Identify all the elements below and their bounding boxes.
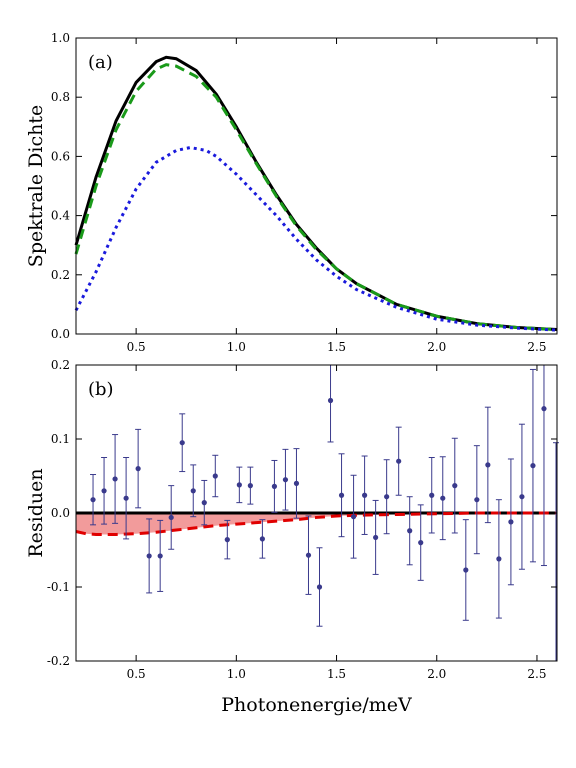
panel-a-y-tick-label: 1.0 <box>51 31 70 45</box>
panel-a-y-tick-label: 0.2 <box>51 268 70 282</box>
data-point <box>541 406 547 412</box>
data-point <box>362 492 368 498</box>
panel-b-x-tick-label: 1.0 <box>227 667 246 681</box>
data-point <box>373 534 379 541</box>
data-point <box>485 462 491 468</box>
data-point <box>474 497 480 503</box>
panel-a-y-tick-label: 0.0 <box>51 327 70 341</box>
data-point <box>384 494 390 500</box>
panel-b-y-tick-label: 0.0 <box>51 506 70 520</box>
data-point <box>418 540 424 546</box>
panel-b-y-tick-label: -0.2 <box>47 654 70 668</box>
panel-b-x-tick-label: 1.5 <box>327 667 346 681</box>
panel-b-frame <box>75 364 558 662</box>
data-point <box>247 483 253 489</box>
data-point <box>396 458 402 464</box>
panel-a-y-tick-label: 0.8 <box>51 90 70 104</box>
panel-a-series-2-line <box>74 63 558 332</box>
data-point <box>224 537 230 543</box>
data-point <box>316 584 323 590</box>
data-point <box>350 514 357 520</box>
data-point <box>271 483 278 489</box>
panel-b-y-tick-label: -0.1 <box>47 580 70 594</box>
data-point <box>112 476 118 482</box>
panel-a-x-tick-label: 0.5 <box>127 340 146 354</box>
data-point <box>519 494 525 500</box>
panel-a-x-tick-label: 2.0 <box>427 340 446 354</box>
panel-b-x-tick-label: 2.0 <box>427 667 446 681</box>
data-point <box>440 495 446 501</box>
residual-area <box>76 513 557 535</box>
data-point <box>327 397 334 404</box>
panel-a-y-tick-label: 0.6 <box>51 149 70 163</box>
panel-b-y-tick-label: 0.2 <box>51 358 70 372</box>
data-point <box>101 488 107 494</box>
panel-a-curves <box>74 55 558 332</box>
data-point <box>168 514 174 521</box>
data-point <box>201 500 207 506</box>
data-point <box>123 495 129 501</box>
panel-b-residuals: 0.5 1.0 1.5 2.0 2.5 -0.2 -0.1 0.0 0.1 0.2 (b) Res… <box>25 358 559 716</box>
panel-a-y-tick-label: 0.4 <box>51 209 70 223</box>
data-point <box>282 477 289 483</box>
data-point <box>157 553 163 559</box>
data-point <box>338 492 345 498</box>
panel-b-data-points <box>90 365 559 661</box>
data-point <box>212 473 218 479</box>
data-point <box>496 556 502 562</box>
panel-b-y-axis-title: Residuen <box>25 468 47 557</box>
data-point <box>259 536 265 542</box>
panel-b-residual-fill <box>76 513 557 535</box>
panel-b-ticks: 0.5 1.0 1.5 2.0 2.5 -0.2 -0.1 0.0 0.1 0.2 <box>47 358 557 681</box>
panel-b-x-tick-label: 2.5 <box>527 667 546 681</box>
panel-b-fit-curve <box>75 511 557 536</box>
panel-a-frame <box>75 37 558 335</box>
fit-curve-line <box>75 511 557 536</box>
panel-a-spectral-density: 0.5 1.0 1.5 2.0 2.5 0.0 0.2 0.4 0.6 0.8 1.0 (a) Sp… <box>25 31 558 354</box>
panel-a-y-axis-title: Spektrale Dichte <box>25 105 47 267</box>
data-point <box>190 488 196 494</box>
panel-b-label: (b) <box>88 379 114 400</box>
panel-a-series-1-line <box>74 55 558 332</box>
data-point <box>530 463 536 469</box>
x-axis-title: Photonenergie/meV <box>221 694 412 716</box>
panel-b-x-tick-label: 0.5 <box>127 667 146 681</box>
panel-b-y-tick-label: 0.1 <box>51 432 70 446</box>
panel-a-ticks: 0.5 1.0 1.5 2.0 2.5 0.0 0.2 0.4 0.6 0.8 1.0 <box>51 31 557 354</box>
data-point <box>236 482 242 488</box>
data-point <box>463 567 469 573</box>
panel-a-x-tick-label: 1.0 <box>227 340 246 354</box>
data-point <box>429 492 435 498</box>
data-point <box>305 552 312 558</box>
panel-a-x-tick-label: 2.5 <box>527 340 546 354</box>
data-point <box>293 480 300 486</box>
data-point <box>452 483 458 489</box>
data-point <box>135 466 141 472</box>
data-point <box>407 528 413 534</box>
panel-a-series-3-line <box>74 145 558 332</box>
data-point <box>179 440 185 446</box>
data-point <box>508 519 514 525</box>
data-point <box>146 553 152 559</box>
data-point <box>90 497 96 503</box>
panel-a-label: (a) <box>88 52 113 73</box>
panel-a-x-tick-label: 1.5 <box>327 340 346 354</box>
